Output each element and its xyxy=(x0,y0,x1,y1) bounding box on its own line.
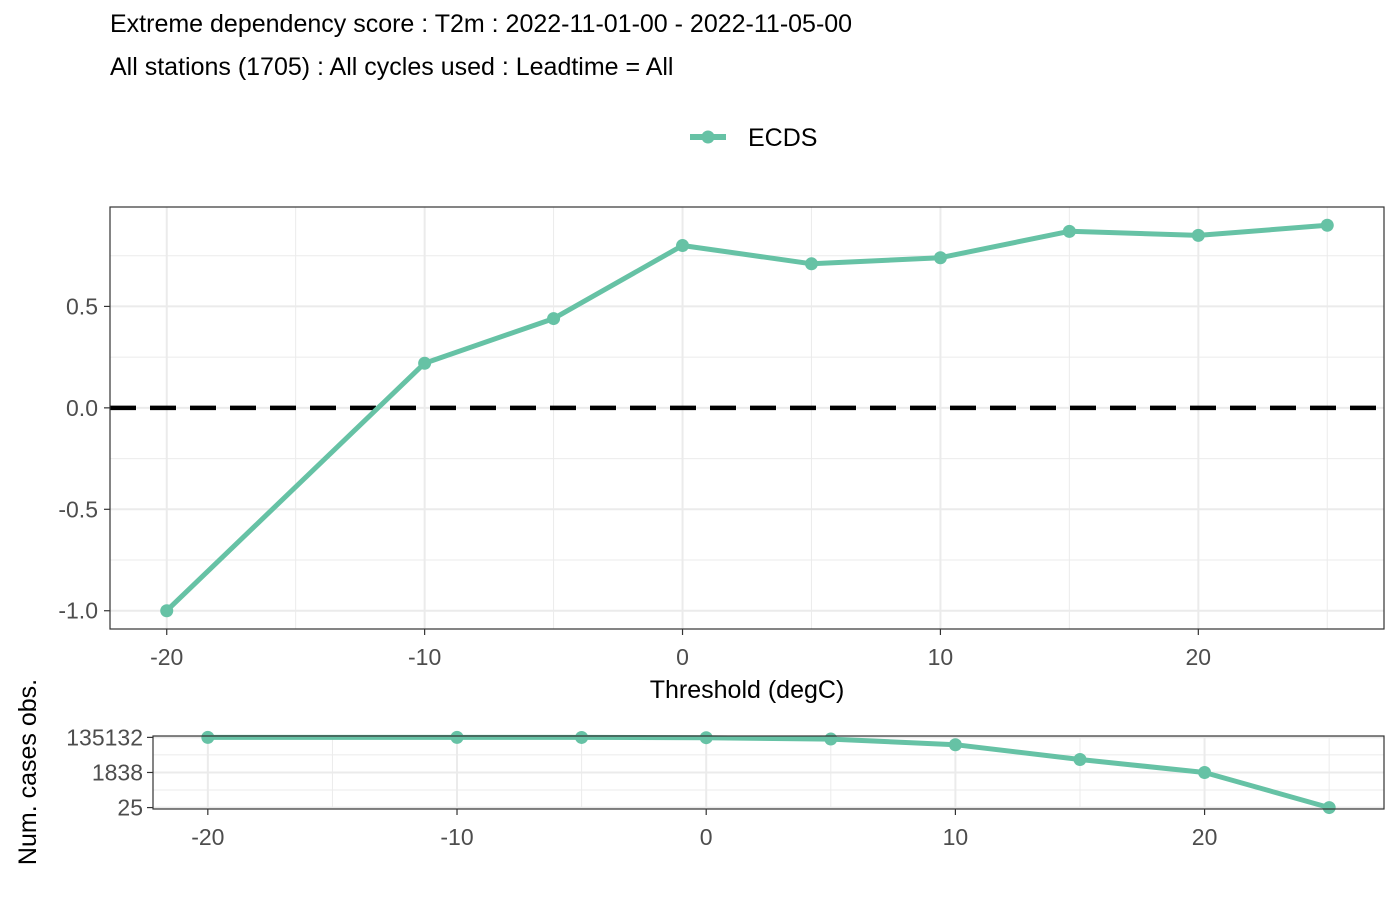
main-grid-minor xyxy=(110,207,1384,629)
y-tick-label: 135132 xyxy=(66,724,143,750)
legend-entry-ecds: ECDS xyxy=(748,124,817,152)
cases-point xyxy=(1198,765,1212,779)
y-tick-label: 0.0 xyxy=(66,395,98,421)
ecds-point xyxy=(160,604,174,618)
cases-series-points xyxy=(201,730,1336,815)
x-tick-label: -10 xyxy=(440,824,473,850)
y-tick-label: 1838 xyxy=(92,759,143,785)
ecds-point xyxy=(1062,224,1076,238)
cases-x-axis: -20 -10 0 10 20 xyxy=(191,809,1217,850)
x-tick-label: 0 xyxy=(700,824,713,850)
main-panel-border xyxy=(109,206,1385,630)
cases-point xyxy=(1073,753,1087,767)
y-tick-label: 25 xyxy=(117,795,143,821)
y-tick-label: -0.5 xyxy=(58,496,98,522)
x-tick-label: 20 xyxy=(1186,644,1212,670)
legend: ECDS xyxy=(690,124,817,152)
x-tick-label: -20 xyxy=(191,824,224,850)
y-tick-label: -1.0 xyxy=(58,598,98,624)
cases-point xyxy=(450,730,464,744)
chart-subtitle: All stations (1705) : All cycles used : … xyxy=(110,53,674,81)
ecds-point xyxy=(1320,218,1334,232)
x-tick-label: -20 xyxy=(150,644,183,670)
legend-key-marker xyxy=(701,130,715,144)
ecds-point xyxy=(804,257,818,271)
main-y-axis: -1.0 -0.5 0.0 0.5 xyxy=(58,293,110,624)
cases-point xyxy=(824,732,838,746)
x-tick-label: 10 xyxy=(943,824,969,850)
ecds-point xyxy=(547,312,561,326)
ecds-point xyxy=(1191,228,1205,242)
x-tick-label: -10 xyxy=(408,644,441,670)
ecds-point xyxy=(676,239,690,253)
ecds-point xyxy=(933,251,947,265)
cases-panel: 135132 1838 25 -20 -10 0 10 20 Num. cases obs. xyxy=(14,679,1385,865)
y-tick-label: 0.5 xyxy=(66,293,98,319)
ecds-point xyxy=(418,356,432,370)
x-axis-title: Threshold (degC) xyxy=(650,676,845,704)
main-panel: -1.0 -0.5 0.0 0.5 -20 -10 0 10 20 Threshold (de… xyxy=(58,206,1385,704)
main-x-axis: -20 -10 0 10 20 xyxy=(150,629,1211,670)
main-grid-major xyxy=(110,207,1384,629)
x-tick-label: 0 xyxy=(676,644,689,670)
x-tick-label: 10 xyxy=(928,644,954,670)
ecds-series-points xyxy=(160,218,1334,618)
x-tick-label: 20 xyxy=(1192,824,1218,850)
cases-y-axis: 135132 1838 25 xyxy=(66,724,153,821)
cases-point xyxy=(201,730,215,744)
cases-point xyxy=(948,738,962,752)
cases-point xyxy=(575,730,589,744)
cases-point xyxy=(1322,801,1336,815)
cases-y-axis-title: Num. cases obs. xyxy=(14,679,42,865)
cases-point xyxy=(699,731,713,745)
chart-title: Extreme dependency score : T2m : 2022-11… xyxy=(110,10,853,38)
ecds-series-line xyxy=(164,222,1328,613)
cases-grid-minor xyxy=(153,736,1384,809)
